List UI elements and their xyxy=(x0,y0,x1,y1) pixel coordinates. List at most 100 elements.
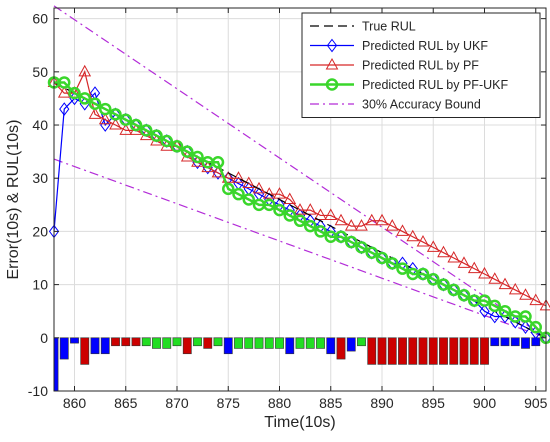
error-bar xyxy=(213,337,223,347)
error-bar xyxy=(141,337,151,347)
series-group xyxy=(53,5,547,339)
series-line xyxy=(53,5,547,339)
x-axis-ticks: 860 865 870 875 880 885 890 895 900 905 xyxy=(63,8,548,411)
pf-point xyxy=(508,282,522,295)
pf-point xyxy=(519,288,532,300)
pf-point xyxy=(314,208,327,220)
series-line xyxy=(53,158,547,339)
series-group xyxy=(53,158,547,339)
pf-point xyxy=(109,117,122,130)
pf-ukf-point xyxy=(447,283,460,297)
pf-point xyxy=(57,86,71,98)
y-tick-label: 20 xyxy=(32,223,48,239)
pf-ukf-point xyxy=(88,97,102,110)
error-bar xyxy=(244,337,254,349)
legend-label: Predicted RUL by PF-UKF xyxy=(362,78,508,92)
error-bar xyxy=(326,337,336,355)
pf-point xyxy=(488,272,502,284)
error-bar xyxy=(428,337,438,365)
pf-ukf-point xyxy=(242,193,255,206)
x-axis-label: Time(10s) xyxy=(264,414,335,431)
pf-point xyxy=(221,171,235,183)
pf-ukf-point xyxy=(375,251,389,265)
error-bar xyxy=(264,337,274,349)
y-tick-label: 0 xyxy=(40,330,48,346)
y-axis-label: Error(10s) & RUL(10s) xyxy=(5,119,22,279)
pf-ukf-point xyxy=(140,124,153,137)
y-tick-label: 60 xyxy=(32,11,48,27)
error-bar xyxy=(223,337,233,355)
ukf-point xyxy=(479,304,490,319)
x-tick-label: 870 xyxy=(165,395,189,411)
x-tick-label: 860 xyxy=(63,395,87,411)
error-bar xyxy=(305,337,315,349)
error-bar xyxy=(357,337,366,347)
pf-point xyxy=(273,187,286,199)
error-bar xyxy=(490,337,500,347)
x-tick-label: 905 xyxy=(524,395,548,411)
error-bar xyxy=(469,337,479,365)
pf-ukf-point xyxy=(109,108,122,121)
pf-ukf-point xyxy=(78,92,91,105)
error-bar xyxy=(182,337,192,355)
y-tick-label: -10 xyxy=(28,383,48,399)
pf-ukf-point xyxy=(355,241,368,254)
error-bar xyxy=(172,337,182,347)
pf-ukf-point xyxy=(325,78,339,91)
error-bar xyxy=(162,337,172,349)
y-tick-label: 10 xyxy=(32,277,48,293)
pf-ukf-point xyxy=(273,203,286,217)
error-bar xyxy=(100,337,110,355)
pf-ukf-point xyxy=(304,219,317,233)
pf-point xyxy=(325,57,339,70)
legend: True RUL Predicted RUL by UKF Predicted RU… xyxy=(301,12,541,118)
error-bar xyxy=(377,337,387,365)
pf-point xyxy=(416,235,430,247)
pf-ukf-point xyxy=(437,278,450,291)
pf-ukf-point xyxy=(99,102,112,116)
error-bar xyxy=(336,337,346,360)
error-bar xyxy=(398,337,407,365)
error-bar xyxy=(367,337,377,365)
y-tick-label: 30 xyxy=(32,170,48,186)
pf-point xyxy=(437,245,450,258)
pf-point xyxy=(119,123,133,135)
pf-point xyxy=(529,293,543,306)
pf-point xyxy=(88,107,102,119)
series-group xyxy=(47,76,550,345)
ukf-point xyxy=(326,38,338,53)
pf-ukf-point xyxy=(345,235,358,249)
pf-ukf-point xyxy=(416,267,430,281)
error-bars xyxy=(53,337,541,392)
legend-label: Predicted RUL by PF xyxy=(362,59,479,73)
pf-point xyxy=(426,240,440,252)
x-tick-label: 885 xyxy=(319,395,343,411)
pf-ukf-point xyxy=(488,299,501,313)
pf-ukf-point xyxy=(160,134,173,148)
error-bar xyxy=(510,337,520,347)
pf-point xyxy=(478,266,491,279)
y-tick-label: 40 xyxy=(32,117,48,133)
pf-point xyxy=(334,213,348,226)
pf-point xyxy=(406,229,420,242)
pf-ukf-point xyxy=(314,225,327,238)
legend-label: 30% Accuracy Bound xyxy=(362,98,481,112)
y-axis-ticks: -10 0 10 20 30 40 50 60 xyxy=(28,11,546,399)
series-line xyxy=(54,81,547,339)
ukf-point xyxy=(520,320,531,334)
error-bar xyxy=(152,337,161,349)
error-bar xyxy=(193,337,202,347)
pf-ukf-point xyxy=(457,289,471,302)
error-bar xyxy=(459,337,469,365)
pf-ukf-point xyxy=(222,182,235,196)
pf-point xyxy=(396,224,409,236)
pf-ukf-point xyxy=(58,76,71,89)
error-bar xyxy=(53,337,59,392)
pf-point xyxy=(385,219,399,231)
pf-ukf-point xyxy=(129,118,143,132)
error-bar xyxy=(131,337,141,347)
pf-ukf-point xyxy=(478,294,491,307)
pf-ukf-point xyxy=(263,198,276,212)
pf-ukf-point xyxy=(519,310,532,323)
x-tick-label: 890 xyxy=(370,395,394,411)
